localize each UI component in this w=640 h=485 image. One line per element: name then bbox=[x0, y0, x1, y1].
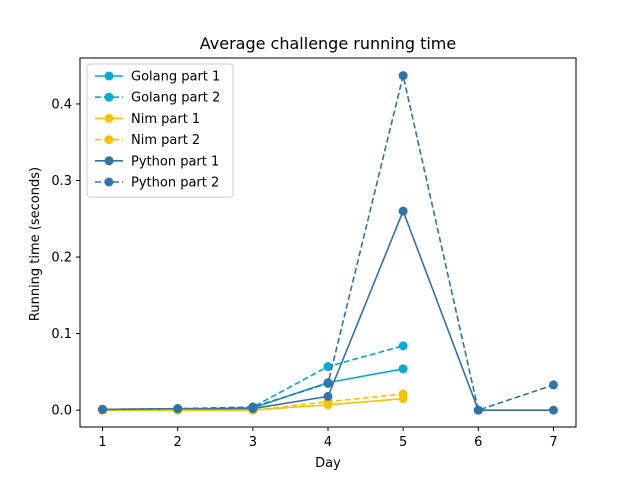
data-point-nim-part-2 bbox=[398, 389, 408, 399]
legend-label-python-part-2: Python part 2 bbox=[131, 176, 219, 191]
y-tick-label: 0.0 bbox=[51, 404, 72, 419]
legend-label-python-part-1: Python part 1 bbox=[131, 154, 219, 169]
data-point-python-part-1 bbox=[548, 405, 558, 415]
legend-marker-python-part-1 bbox=[104, 156, 114, 166]
x-tick-label: 6 bbox=[474, 435, 482, 450]
data-point-golang-part-2 bbox=[323, 362, 333, 372]
data-point-python-part-1 bbox=[398, 206, 408, 216]
x-tick-label: 4 bbox=[324, 435, 332, 450]
x-tick-label: 7 bbox=[549, 435, 557, 450]
legend-marker-golang-part-2 bbox=[104, 92, 114, 102]
data-point-golang-part-2 bbox=[398, 341, 408, 351]
x-tick-label: 1 bbox=[98, 435, 106, 450]
x-tick-label: 2 bbox=[174, 435, 182, 450]
data-point-python-part-2 bbox=[398, 71, 408, 81]
legend-marker-nim-part-2 bbox=[104, 135, 114, 145]
data-point-golang-part-1 bbox=[398, 364, 408, 374]
x-tick-label: 3 bbox=[249, 435, 257, 450]
data-point-python-part-2 bbox=[173, 404, 183, 414]
legend-label-golang-part-1: Golang part 1 bbox=[131, 70, 220, 85]
data-point-python-part-1 bbox=[323, 391, 333, 401]
data-point-python-part-2 bbox=[323, 378, 333, 388]
y-tick-label: 0.2 bbox=[51, 251, 72, 266]
data-point-python-part-2 bbox=[473, 405, 483, 415]
legend-label-nim-part-1: Nim part 1 bbox=[131, 112, 200, 127]
x-tick-label: 5 bbox=[399, 435, 407, 450]
y-tick-label: 0.4 bbox=[51, 97, 72, 112]
legend-box bbox=[86, 63, 234, 198]
legend-marker-nim-part-1 bbox=[104, 113, 114, 123]
data-point-python-part-2 bbox=[548, 380, 558, 390]
legend-label-nim-part-2: Nim part 2 bbox=[131, 133, 200, 148]
data-point-python-part-2 bbox=[248, 402, 258, 412]
legend: Golang part 1 Golang part 2 Nim part 1 Nim … bbox=[86, 63, 234, 198]
chart-title: Average challenge running time bbox=[200, 34, 456, 53]
legend-label-golang-part-2: Golang part 2 bbox=[131, 91, 220, 106]
series-line-nim-part-2 bbox=[102, 393, 404, 411]
y-axis-label: Running time (seconds) bbox=[28, 167, 43, 321]
data-point-python-part-2 bbox=[98, 404, 108, 414]
legend-marker-python-part-2 bbox=[104, 177, 114, 187]
legend-marker-golang-part-1 bbox=[104, 71, 114, 81]
x-axis-label: Day bbox=[315, 456, 341, 471]
y-tick-label: 0.3 bbox=[51, 174, 72, 189]
y-tick-label: 0.1 bbox=[51, 327, 72, 342]
plot-area: 1 2 3 4 5 6 7 0.0 0.1 0.2 0.3 0.4 bbox=[51, 57, 577, 450]
